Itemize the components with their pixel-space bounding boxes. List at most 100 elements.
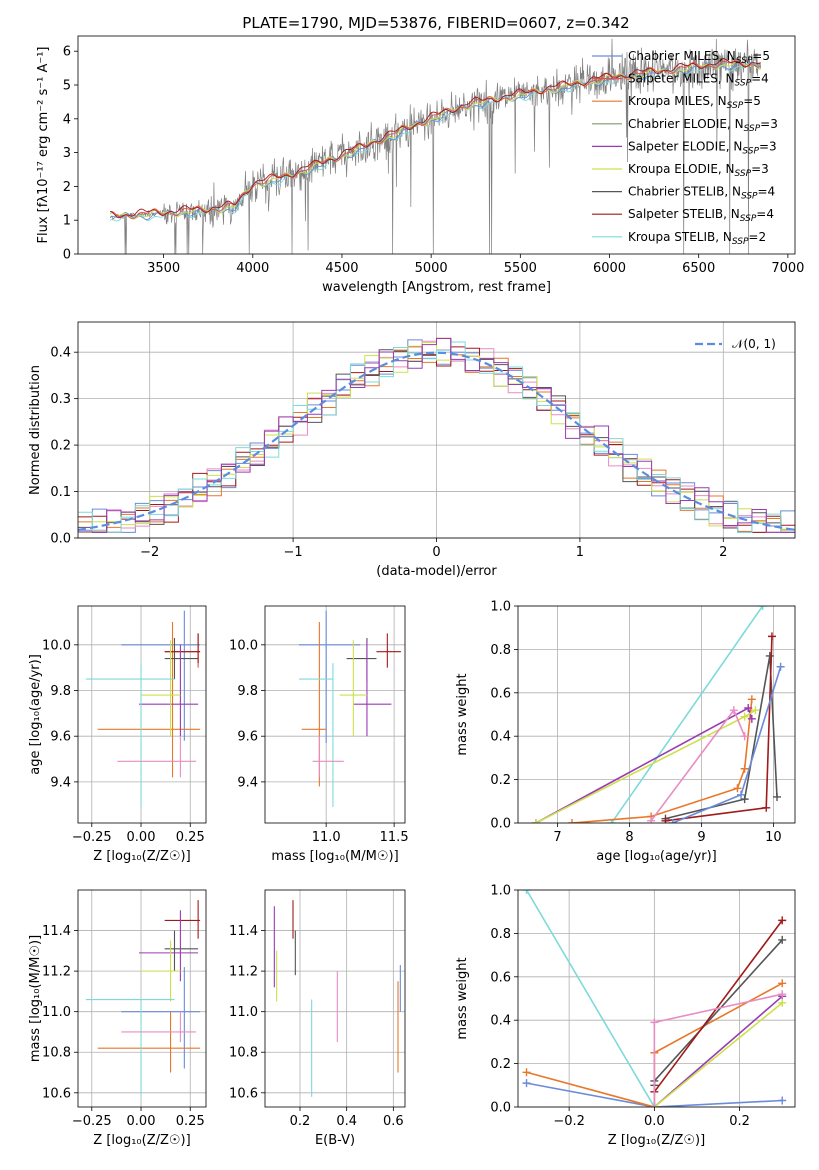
legend-label-chabrier_miles: Chabrier MILES, NSSP=5 bbox=[628, 49, 770, 66]
y-tick-label: 9.6 bbox=[237, 730, 258, 745]
y-tick-label: 5 bbox=[63, 79, 71, 94]
mw-point-marker bbox=[522, 890, 531, 894]
mw-point-marker bbox=[778, 979, 787, 988]
y-tick-label: 10.6 bbox=[42, 1086, 71, 1101]
y-tick-label: 11.4 bbox=[42, 924, 71, 939]
plot-area bbox=[78, 337, 795, 533]
axes-frame bbox=[517, 605, 796, 824]
plot-layer: 3500 4000 4500 5000 5500 6000 6500 7000 0 1 2 3 4 5 6 w… bbox=[28, 35, 804, 1148]
y-tick-label: 10.0 bbox=[229, 638, 258, 653]
mw-point-marker bbox=[729, 706, 738, 715]
mw-point-marker bbox=[744, 703, 753, 712]
x-axis-label: Z [log₁₀(Z/Z☉)] bbox=[93, 1133, 190, 1148]
mw-point-marker bbox=[668, 819, 677, 823]
grid bbox=[265, 890, 405, 1107]
x-axis-label: wavelength [Angstrom, rest frame] bbox=[322, 280, 551, 295]
x-tick-label: 6000 bbox=[593, 261, 626, 276]
mw-point-marker bbox=[773, 792, 782, 801]
legend-label-kroupa_elodie: Kroupa ELODIE, NSSP=3 bbox=[628, 162, 769, 179]
x-tick-label: 0.00 bbox=[127, 830, 156, 845]
x-tick-label: 0.6 bbox=[383, 1114, 404, 1129]
mw-line-chabrier_miles bbox=[526, 1082, 783, 1107]
mw-point-marker bbox=[751, 706, 760, 715]
x-tick-label: 4000 bbox=[236, 261, 269, 276]
x-tick-label: 5000 bbox=[415, 261, 448, 276]
plot-area bbox=[522, 890, 787, 1107]
panel-massweight_vs_Z: −0.2 0.0 0.2 0.0 0.2 0.4 0.6 0.8 1.0 Z [log₁₀(Z/Z… bbox=[455, 884, 796, 1148]
x-tick-label: 0.0 bbox=[644, 1114, 665, 1129]
x-tick-label: 0.2 bbox=[729, 1114, 750, 1129]
mw-point-marker bbox=[747, 714, 756, 723]
x-axis-label: Z [log₁₀(Z/Z☉)] bbox=[608, 1133, 705, 1148]
y-tick-label: 0.2 bbox=[490, 1057, 511, 1072]
y-tick-label: 0.4 bbox=[490, 1014, 511, 1029]
axes-frame bbox=[77, 35, 796, 255]
y-axis-label: mass weight bbox=[455, 673, 470, 755]
y-tick-label: 1.0 bbox=[490, 884, 511, 899]
y-tick-label: 0.6 bbox=[490, 686, 511, 701]
y-tick-label: 11.2 bbox=[229, 965, 258, 980]
x-tick-label: 0 bbox=[432, 545, 440, 560]
y-tick-label: 9.8 bbox=[237, 684, 258, 699]
x-tick-label: −1 bbox=[284, 545, 303, 560]
mw-point-marker bbox=[650, 1103, 659, 1107]
mw-point-marker bbox=[762, 803, 771, 812]
hist-step-kroupa_stelib bbox=[78, 341, 795, 533]
plot-area bbox=[85, 900, 201, 1097]
panel-mass_vs_ebv: 0.2 0.4 0.6 10.6 10.8 11.0 11.2 11.4 E(B-V) bbox=[229, 889, 406, 1148]
x-tick-label: −0.25 bbox=[72, 830, 112, 845]
mw-point-marker bbox=[778, 998, 787, 1007]
mw-point-marker bbox=[650, 1018, 659, 1027]
legend-label-normal: 𝒩(0, 1) bbox=[732, 337, 776, 351]
mw-point-marker bbox=[522, 1068, 531, 1077]
mw-point-marker bbox=[747, 695, 756, 704]
model-line-chabrier_miles bbox=[109, 61, 761, 221]
x-tick-label: 7000 bbox=[771, 261, 804, 276]
y-axis-label: mass weight bbox=[455, 957, 470, 1039]
x-tick-label: 10 bbox=[765, 830, 782, 845]
mw-point-marker bbox=[531, 819, 540, 823]
y-tick-label: 10.8 bbox=[42, 1046, 71, 1061]
legend-label-salpeter_miles: Salpeter MILES, NSSP=4 bbox=[628, 72, 769, 89]
x-tick-label: −0.25 bbox=[72, 1114, 112, 1129]
y-tick-label: 11.0 bbox=[229, 1005, 258, 1020]
grid bbox=[265, 606, 405, 823]
mw-line-salpeter_stelib bbox=[653, 919, 783, 1093]
y-tick-label: 0.0 bbox=[490, 1101, 511, 1116]
x-tick-label: 4500 bbox=[325, 261, 358, 276]
x-tick-label: 11.0 bbox=[312, 830, 341, 845]
model-line-salpeter_stelib bbox=[110, 58, 761, 219]
mw-point-marker bbox=[778, 1096, 787, 1105]
x-tick-label: 3500 bbox=[147, 261, 180, 276]
y-tick-label: 11.4 bbox=[229, 924, 258, 939]
y-tick-label: 9.8 bbox=[50, 684, 71, 699]
panel-spectrum: 3500 4000 4500 5000 5500 6000 6500 7000 0 1 2 3 4 5 6 w… bbox=[36, 35, 804, 295]
plot-area bbox=[531, 606, 785, 823]
mw-point-marker bbox=[776, 662, 785, 671]
y-tick-label: 0.0 bbox=[490, 817, 511, 832]
panel-age_vs_mass: 11.0 11.5 9.4 9.6 9.8 10.0 mass [log₁₀(M/M☉)] bbox=[229, 605, 409, 864]
mw-point-marker bbox=[765, 651, 774, 660]
grid bbox=[78, 890, 206, 1107]
axes-frame bbox=[264, 605, 406, 824]
panel-age_vs_Z: −0.25 0.00 0.25 9.4 9.6 9.8 10.0 Z [log₁₀(Z/Z☉)… bbox=[28, 605, 207, 864]
mw-point-marker bbox=[737, 790, 746, 799]
x-tick-label: 11.5 bbox=[380, 830, 409, 845]
plot-area bbox=[273, 900, 401, 1097]
x-axis-label: age [log₁₀(age/yr)] bbox=[596, 849, 717, 864]
y-tick-label: 0.2 bbox=[490, 773, 511, 788]
mw-line-extra_pink bbox=[650, 708, 746, 822]
mw-line-kroupa_elodie bbox=[653, 1002, 783, 1107]
mw-point-marker bbox=[733, 784, 742, 793]
x-tick-label: 2 bbox=[719, 545, 727, 560]
plot-area bbox=[85, 610, 201, 808]
y-tick-label: 11.2 bbox=[42, 965, 71, 980]
x-axis-label: (data-model)/error bbox=[376, 564, 497, 579]
x-tick-label: −2 bbox=[140, 545, 159, 560]
mw-point-marker bbox=[522, 1079, 531, 1088]
plot-area bbox=[298, 610, 401, 808]
x-tick-label: 0.25 bbox=[176, 830, 205, 845]
x-tick-label: 9 bbox=[697, 830, 705, 845]
y-tick-label: 0.8 bbox=[490, 927, 511, 942]
